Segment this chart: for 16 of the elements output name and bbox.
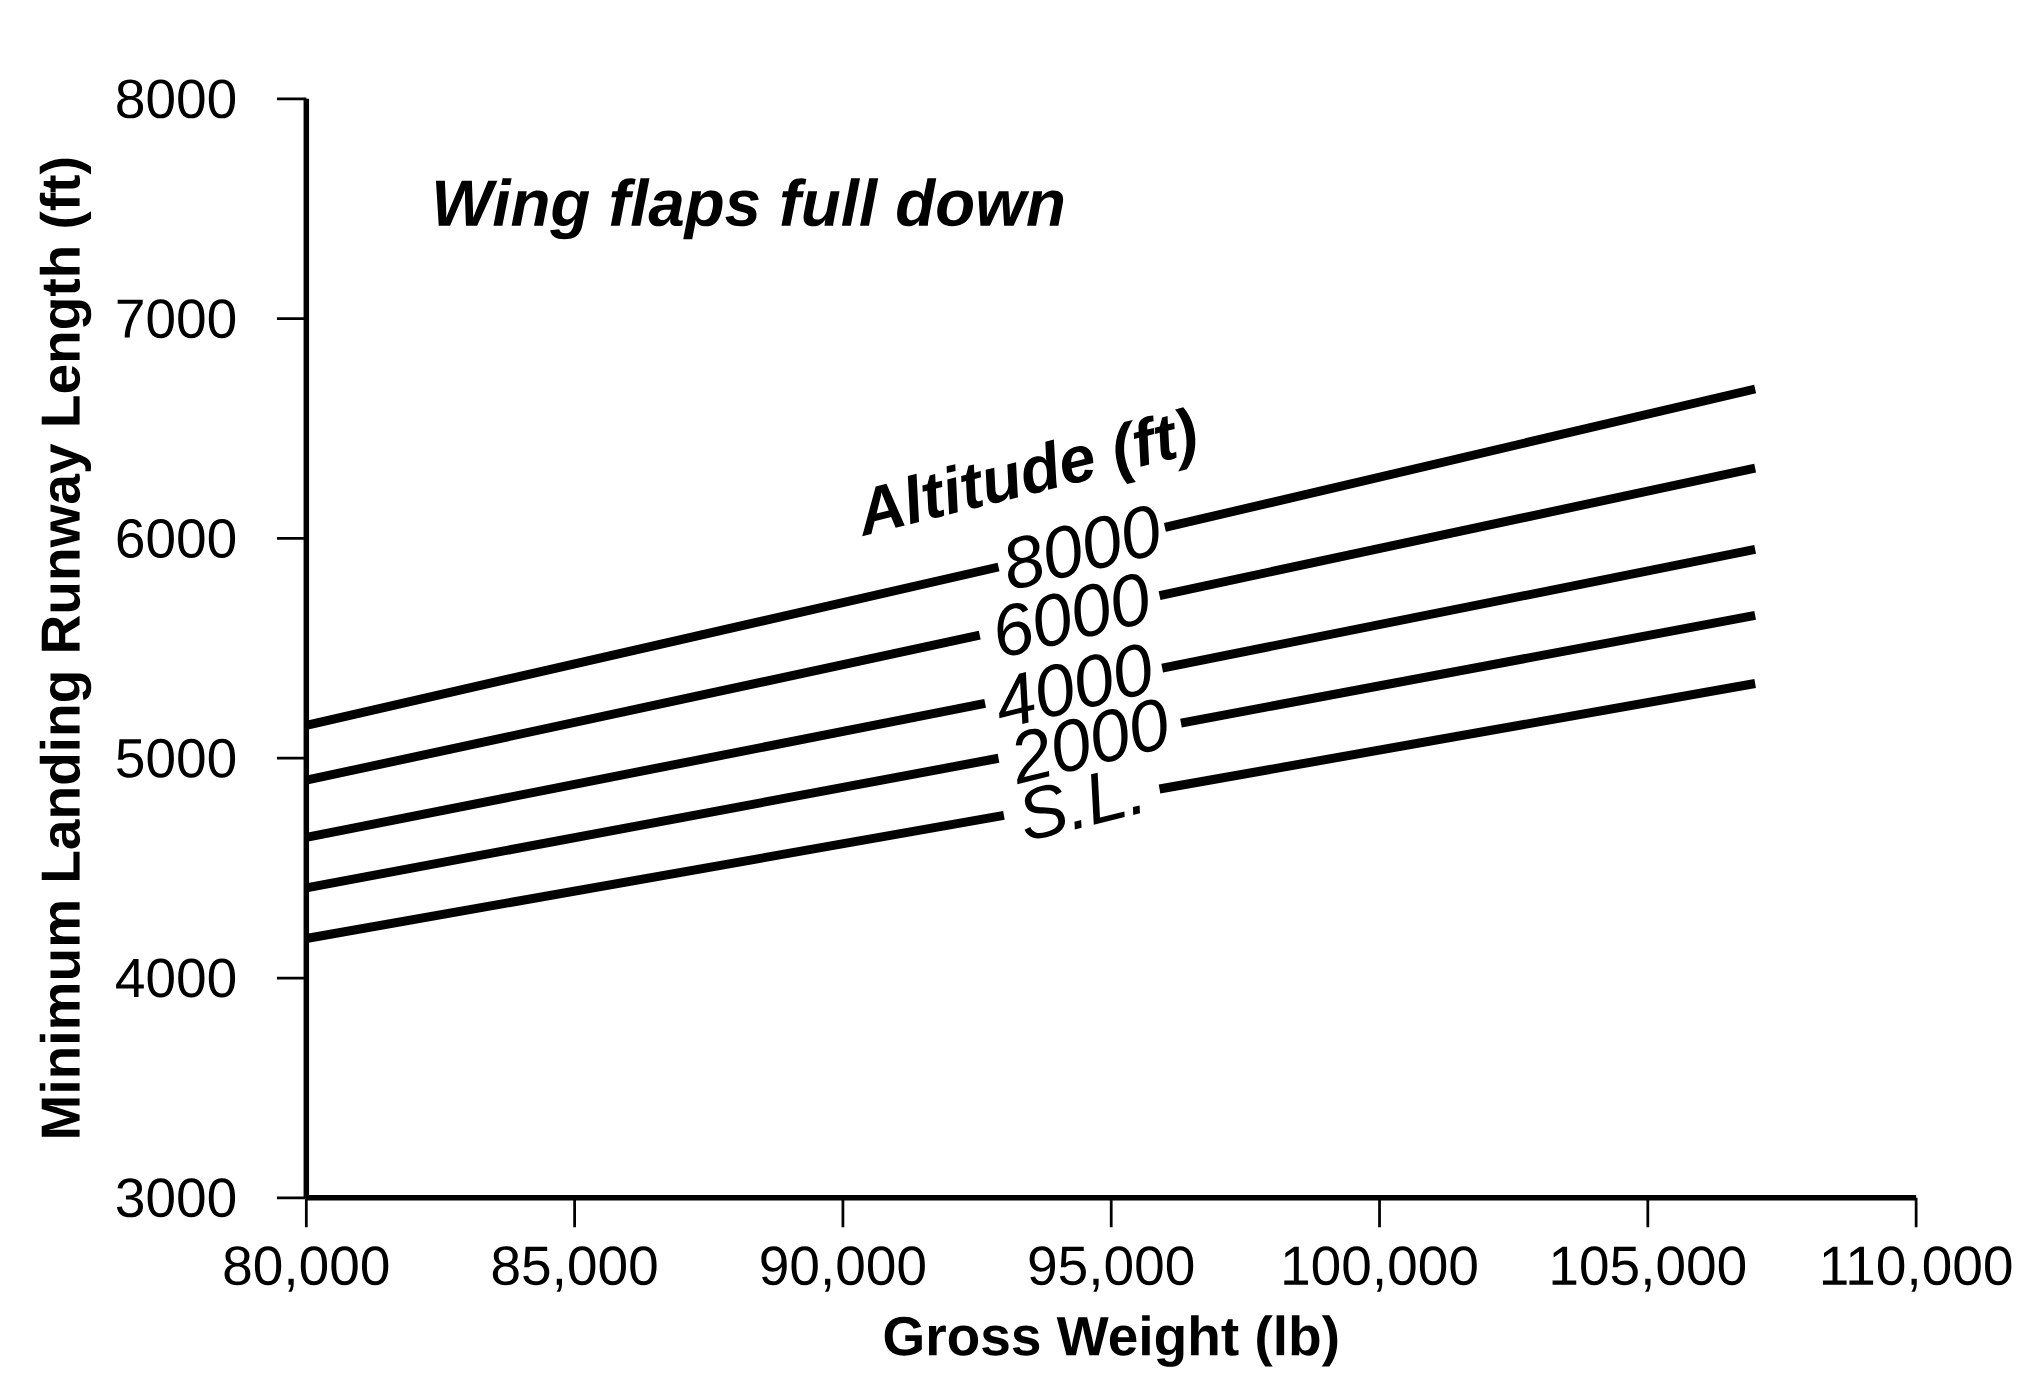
y-tick-label: 7000 — [117, 299, 236, 338]
x-axis-title: Gross Weight (lb) — [884, 1315, 1338, 1367]
x-tick-label: 80,000 — [224, 1246, 389, 1292]
x-tick-label: 110,000 — [1822, 1246, 2012, 1292]
x-tick-label: 105,000 — [1552, 1246, 1746, 1292]
y-tick-label: 8000 — [117, 79, 236, 119]
x-tick-label: 100,000 — [1284, 1246, 1477, 1292]
y-tick-label: 3000 — [116, 1178, 236, 1218]
annotation: Wing flaps full down — [435, 178, 1064, 240]
x-tick-label: 85,000 — [492, 1246, 657, 1292]
x-tick-label: 95,000 — [1029, 1246, 1194, 1292]
y-axis-title: Minimum Landing Runway Length (ft) — [39, 158, 92, 1137]
x-tick-label: 90,000 — [761, 1246, 925, 1292]
y-tick-label: 5000 — [117, 738, 236, 778]
y-tick-label: 4000 — [116, 958, 236, 998]
y-tick-label: 6000 — [117, 518, 236, 558]
